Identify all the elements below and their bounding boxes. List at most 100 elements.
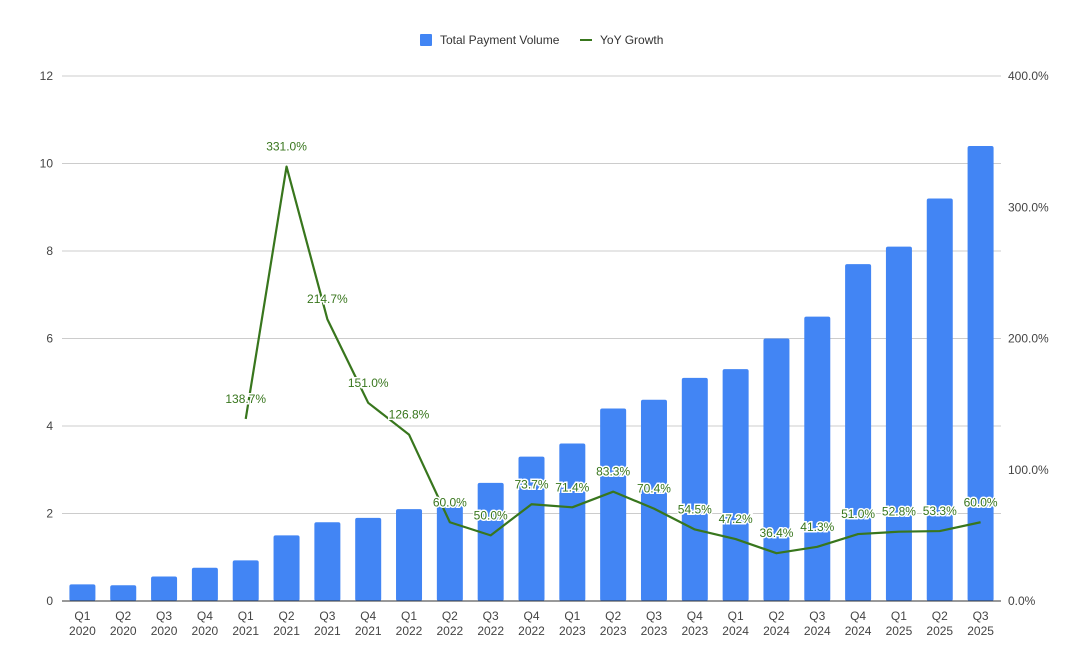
x-tick-label-year: 2023 (641, 624, 668, 638)
x-tick-label-quarter: Q4 (360, 609, 376, 623)
data-label: 54.5% (678, 502, 712, 516)
x-tick-label-year: 2025 (926, 624, 953, 638)
y-left-tick-label: 8 (46, 244, 53, 258)
x-tick-label-quarter: Q3 (973, 609, 989, 623)
x-tick-label-quarter: Q3 (319, 609, 335, 623)
data-label: 126.8% (389, 408, 430, 422)
bar (926, 198, 953, 601)
x-tick-label-quarter: Q3 (483, 609, 499, 623)
x-tick-label-year: 2025 (967, 624, 994, 638)
legend-swatch-bar (420, 34, 432, 46)
y-left-tick-label: 2 (46, 507, 53, 521)
x-tick-label-year: 2024 (804, 624, 831, 638)
bar (436, 504, 463, 601)
data-label: 41.3% (800, 520, 834, 534)
x-tick-label-year: 2023 (559, 624, 586, 638)
data-label: 214.7% (307, 292, 348, 306)
x-tick-label-year: 2024 (763, 624, 790, 638)
x-tick-label-quarter: Q3 (809, 609, 825, 623)
bar (845, 264, 872, 601)
bar (885, 246, 912, 601)
x-tick-label-quarter: Q4 (687, 609, 703, 623)
y-axis-left: 0 2 4 6 8 10 12 (40, 69, 54, 608)
legend: Total Payment Volume YoY Growth (420, 33, 663, 47)
legend-label-payment-volume: Total Payment Volume (440, 33, 560, 47)
x-tick-label-quarter: Q2 (605, 609, 621, 623)
data-label: 36.4% (759, 526, 793, 540)
x-tick-label-year: 2021 (355, 624, 382, 638)
x-tick-label-quarter: Q2 (768, 609, 784, 623)
x-tick-label-year: 2020 (110, 624, 137, 638)
y-left-tick-label: 10 (40, 157, 54, 171)
data-label: 331.0% (266, 140, 307, 154)
x-tick-label-quarter: Q3 (156, 609, 172, 623)
bar (69, 584, 96, 601)
bar (681, 377, 708, 601)
y-right-tick-label: 300.0% (1008, 200, 1049, 214)
x-tick-label-quarter: Q4 (197, 609, 213, 623)
bar (396, 509, 423, 601)
x-tick-label-quarter: Q1 (401, 609, 417, 623)
data-labels-yoy-growth: 138.7% 331.0% 214.7% 151.0% 126.8% 60.0% 50.0%… (224, 138, 1000, 542)
x-tick-label-quarter: Q1 (74, 609, 90, 623)
data-label: 70.4% (637, 482, 671, 496)
bar (191, 567, 218, 601)
data-label: 138.7% (225, 392, 266, 406)
x-tick-label-year: 2021 (273, 624, 300, 638)
data-label: 83.3% (596, 465, 630, 479)
x-tick-label-year: 2020 (192, 624, 219, 638)
data-label: 47.2% (719, 512, 753, 526)
data-label: 73.7% (514, 477, 548, 491)
bar (110, 585, 137, 601)
y-right-tick-label: 200.0% (1008, 332, 1049, 346)
y-axis-right: 0.0% 100.0% 200.0% 300.0% 400.0% (1008, 69, 1049, 608)
data-label: 71.4% (555, 480, 589, 494)
x-tick-label-year: 2022 (518, 624, 545, 638)
x-axis: Q12020Q22020Q32020Q42020Q12021Q22021Q320… (69, 609, 994, 638)
bar (640, 399, 667, 601)
x-tick-label-quarter: Q1 (728, 609, 744, 623)
x-tick-label-year: 2020 (151, 624, 178, 638)
x-tick-label-quarter: Q4 (850, 609, 866, 623)
bar (273, 535, 300, 601)
x-tick-label-quarter: Q2 (442, 609, 458, 623)
bar (232, 560, 259, 601)
y-right-tick-label: 400.0% (1008, 69, 1049, 83)
x-tick-label-year: 2023 (681, 624, 708, 638)
bar (559, 443, 586, 601)
y-left-tick-label: 4 (46, 419, 53, 433)
x-tick-label-quarter: Q1 (238, 609, 254, 623)
y-left-tick-label: 6 (46, 332, 53, 346)
x-tick-label-year: 2024 (722, 624, 749, 638)
bar (518, 456, 545, 601)
y-right-tick-label: 100.0% (1008, 463, 1049, 477)
bar (722, 369, 749, 601)
x-tick-label-year: 2025 (886, 624, 913, 638)
data-label: 53.3% (923, 504, 957, 518)
y-left-tick-label: 12 (40, 69, 54, 83)
x-tick-label-year: 2020 (69, 624, 96, 638)
bar (763, 338, 790, 601)
data-label: 50.0% (474, 508, 508, 522)
x-tick-label-quarter: Q2 (115, 609, 131, 623)
data-label: 151.0% (348, 376, 389, 390)
bar (355, 517, 382, 601)
x-tick-label-year: 2021 (232, 624, 259, 638)
x-tick-label-quarter: Q1 (891, 609, 907, 623)
data-label: 51.0% (841, 507, 875, 521)
x-tick-label-quarter: Q4 (523, 609, 539, 623)
bar (477, 482, 504, 601)
x-tick-label-year: 2021 (314, 624, 341, 638)
x-tick-label-quarter: Q2 (932, 609, 948, 623)
bar (967, 146, 994, 601)
x-tick-label-year: 2023 (600, 624, 627, 638)
bar-series-total-payment-volume (62, 146, 1001, 602)
x-tick-label-quarter: Q2 (279, 609, 295, 623)
bar (314, 522, 341, 601)
line-series-yoy-growth (244, 165, 981, 555)
bar (804, 316, 831, 601)
data-label: 60.0% (433, 495, 467, 509)
yoy-growth-line (244, 165, 981, 555)
